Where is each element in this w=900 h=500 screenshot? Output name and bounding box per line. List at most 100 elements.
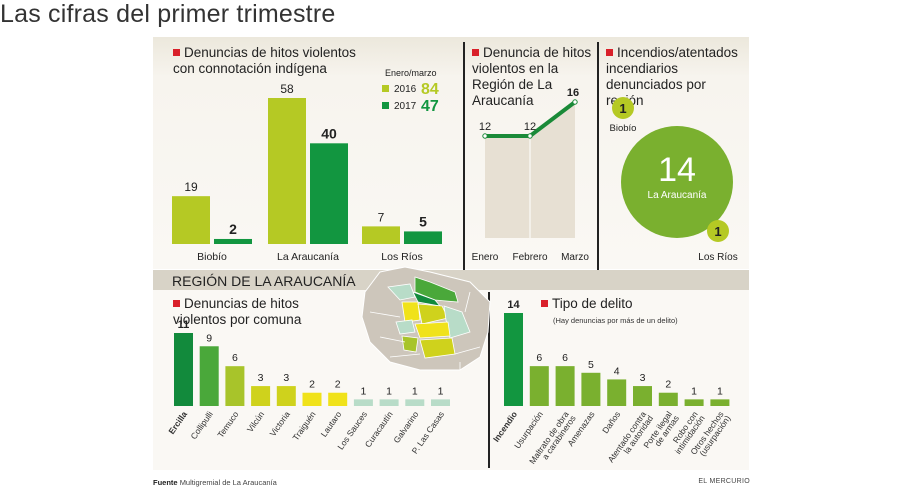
data-point <box>482 133 488 139</box>
map-region-collipulli <box>414 276 459 303</box>
bar-comuna <box>251 386 271 406</box>
bar-comuna <box>302 392 322 406</box>
divider-2 <box>597 42 599 270</box>
heading-incendios: Incendios/atentados incendiarios denunci… <box>606 45 746 109</box>
divider-3 <box>488 292 490 468</box>
bar-value-label: 9 <box>206 332 212 344</box>
bar-delito <box>555 366 575 406</box>
bar-value-label: 5 <box>588 359 594 371</box>
heading-comuna-text: Denuncias de hitos violentos por comuna <box>173 296 302 327</box>
point-value-label: 16 <box>567 87 579 99</box>
bar-value-label: 2 <box>229 221 237 237</box>
bar-comuna <box>353 399 373 406</box>
x-tick-label: Febrero <box>512 252 547 263</box>
bar-comuna <box>379 399 399 406</box>
bar-value-label: 1 <box>438 385 444 397</box>
bar-comuna <box>225 366 245 406</box>
bar-value-label: 2 <box>665 379 671 391</box>
bar-2016 <box>362 226 400 244</box>
bubble-biobio <box>612 97 634 119</box>
heading-indigena-text: Denuncias de hitos violentos con connota… <box>173 45 356 76</box>
bar-delito <box>529 366 549 406</box>
legend-swatch <box>382 85 389 92</box>
bar-value-label: 11 <box>178 319 190 331</box>
heading-region-text: Denuncia de hitos violentos en la Región… <box>472 45 592 108</box>
heading-region: Denuncia de hitos violentos en la Región… <box>472 45 594 109</box>
bar-value-label: 6 <box>536 352 542 364</box>
map-region-lautaro <box>414 321 451 339</box>
chart-indigena: 19 2 Biobío 58 40 La Araucanía 7 5 Los Ríos Enero… <box>172 68 442 263</box>
legend-label: 2017 <box>394 101 417 112</box>
bar-comuna <box>174 333 193 406</box>
bar-value-label: 14 <box>507 299 520 311</box>
bar-2017 <box>310 143 348 244</box>
bar-value-label: 1 <box>412 385 418 397</box>
bar-value-label: 1 <box>386 385 392 397</box>
bar-value-label: 6 <box>562 352 568 364</box>
legend-swatch <box>382 102 389 109</box>
heading-delito-text: Tipo de delito <box>552 296 633 311</box>
footer-brand: EL MERCURIO <box>698 478 750 485</box>
map-region-temuco <box>401 335 419 353</box>
bar-comuna <box>328 392 348 406</box>
bar-comuna <box>431 399 450 406</box>
x-tick-label: Enero <box>472 252 499 263</box>
bar-value-label: 7 <box>378 210 385 224</box>
bubble-value: 1 <box>619 101 626 116</box>
bar-delito <box>581 372 601 406</box>
category-label: Incendio <box>491 409 519 443</box>
legend-total: 47 <box>421 98 439 115</box>
bar-2017 <box>404 231 442 244</box>
heading-incendios-text: Incendios/atentados incendiarios denunci… <box>606 45 738 108</box>
legend-label: 2016 <box>394 84 417 95</box>
legend-total: 84 <box>421 81 439 98</box>
bar-value-label: 2 <box>309 379 315 391</box>
bubble-value: 14 <box>658 151 696 189</box>
data-point <box>572 99 578 105</box>
heading-indigena: Denuncias de hitos violentos con connota… <box>173 45 373 77</box>
page-title: Las cifras del primer trimestre <box>0 0 336 28</box>
map-region-traiguen <box>401 301 421 323</box>
category-label: Daños <box>600 409 622 435</box>
red-square-icon <box>541 300 548 307</box>
category-label: Vilcún <box>245 409 267 434</box>
bar-delito <box>504 313 523 406</box>
footer-source-label: Fuente <box>153 478 178 487</box>
araucania-map <box>361 266 491 371</box>
category-label: Collipulli <box>188 409 214 441</box>
category-label: Lautaro <box>319 409 344 439</box>
footer-source: Fuente Multigremial de La Araucanía <box>153 478 277 487</box>
bubble-label: Los Ríos <box>698 252 737 263</box>
point-value-label: 12 <box>479 121 491 133</box>
chart-region: 12 Enero 12 Febrero 16 Marzo <box>472 87 590 263</box>
heading-delito: Tipo de delito <box>541 296 741 312</box>
red-square-icon <box>173 49 180 56</box>
bubble-label: Biobío <box>610 123 637 134</box>
bar-2016 <box>172 196 210 244</box>
bar-value-label: 3 <box>283 372 289 384</box>
bar-value-label: 2 <box>335 379 341 391</box>
bar-value-label: 5 <box>419 213 427 229</box>
region-title: REGIÓN DE LA ARAUCANÍA <box>172 273 356 289</box>
bar-2016 <box>268 98 306 244</box>
category-label: Ercilla <box>166 409 189 436</box>
data-point <box>527 133 533 139</box>
bar-value-label: 1 <box>360 385 366 397</box>
category-label: Biobío <box>197 251 227 263</box>
bubble-value: 1 <box>714 224 721 239</box>
map-region-galvarino <box>395 319 416 335</box>
footer-source-text: Multigremial de La Araucanía <box>179 478 277 487</box>
bubble-label: La Araucanía <box>648 190 707 201</box>
bar-comuna <box>276 386 296 406</box>
map-region-angol <box>387 283 416 301</box>
bar-delito <box>710 399 730 406</box>
red-square-icon <box>606 49 613 56</box>
bar-value-label: 40 <box>321 125 337 141</box>
bar-comuna <box>199 346 219 406</box>
category-label: Victoria <box>268 409 293 438</box>
bar-value-label: 4 <box>614 365 620 377</box>
bar-comuna <box>405 399 425 406</box>
point-value-label: 12 <box>524 121 536 133</box>
chart-comuna: 11Ercilla9Collipulli6Temuco3Vilcún3Victo… <box>166 319 450 456</box>
